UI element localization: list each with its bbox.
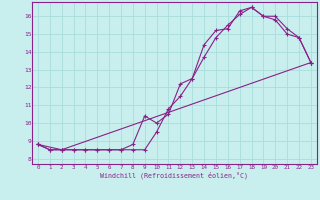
X-axis label: Windchill (Refroidissement éolien,°C): Windchill (Refroidissement éolien,°C) <box>100 171 248 179</box>
